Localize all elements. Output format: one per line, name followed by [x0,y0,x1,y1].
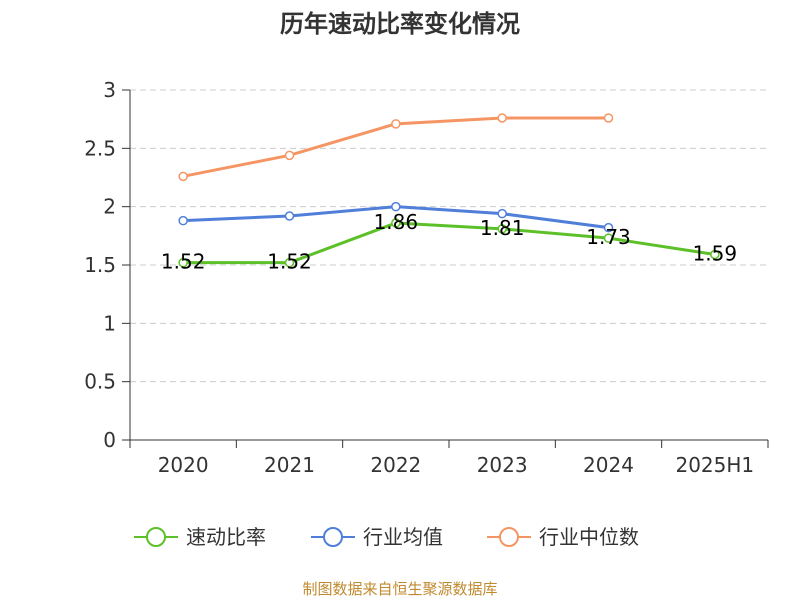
legend-marker-icon [146,527,166,547]
data-point [178,257,188,268]
y-tick-label: 1 [103,311,116,335]
data-labels: 1.52 1.52 1.86 1.81 1.73 1.59 [161,210,737,274]
legend-label: 速动比率 [186,525,266,549]
series-group [178,113,720,268]
data-label: 1.59 [693,242,738,266]
grid [130,89,768,383]
y-tick-label: 2.5 [84,136,116,160]
data-label: 1.73 [586,225,631,249]
data-point [391,119,401,129]
data-point [284,257,295,268]
y-tick-label: 0.5 [84,370,116,394]
data-point [391,218,401,228]
legend-marker-icon [323,527,343,547]
data-label: 1.86 [374,210,419,234]
legend-label: 行业均值 [363,525,443,549]
data-point [603,222,614,233]
data-label: 1.81 [480,216,525,240]
legend-label: 行业中位数 [539,525,639,549]
x-tick-label: 2022 [370,453,421,477]
legend-item-0[interactable]: 速动比率 [134,525,266,549]
legend-item-2[interactable]: 行业中位数 [487,525,639,549]
data-point [391,201,401,212]
data-point [710,249,720,260]
data-point [497,224,507,234]
data-label: 1.52 [161,250,206,274]
legend-marker-icon [499,527,519,547]
data-point [497,208,507,219]
x-tick-label: 2023 [477,453,528,477]
x-tick-label: 2024 [583,453,634,477]
y-tick-label: 2 [103,195,116,219]
y-tick-label: 1.5 [84,253,116,277]
data-point [178,171,188,182]
data-label: 1.52 [267,250,312,274]
x-tick-label: 2021 [264,453,315,477]
data-point [603,113,614,123]
legend-item-1[interactable]: 行业均值 [311,525,443,549]
series-line-0 [183,221,716,265]
data-point [284,150,295,161]
data-point [178,215,188,226]
data-point [284,211,295,221]
y-tick-label: 0 [103,428,116,452]
data-point [497,113,507,123]
x-tick-label: 2020 [158,453,209,477]
y-tick-label: 3 [103,78,116,102]
chart-title: 历年速动比率变化情况 [280,10,520,38]
x-tick-label: 2025H1 [675,453,754,477]
source-note: 制图数据来自恒生聚源数据库 [302,580,497,598]
data-point [603,233,614,243]
legend: 速动比率 行业均值 行业中位数 [134,525,639,549]
